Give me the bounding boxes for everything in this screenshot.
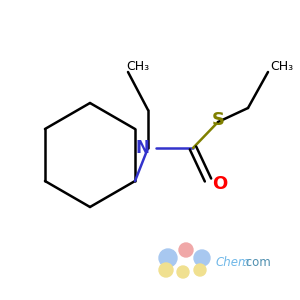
Circle shape bbox=[179, 243, 193, 257]
Text: S: S bbox=[212, 111, 224, 129]
Circle shape bbox=[159, 249, 177, 267]
Text: CH₃: CH₃ bbox=[126, 61, 150, 74]
Text: Chem: Chem bbox=[215, 256, 250, 268]
Text: .com: .com bbox=[243, 256, 272, 268]
Circle shape bbox=[194, 250, 210, 266]
Circle shape bbox=[159, 263, 173, 277]
Text: CH₃: CH₃ bbox=[270, 61, 294, 74]
Text: N: N bbox=[135, 139, 149, 157]
Circle shape bbox=[194, 264, 206, 276]
Circle shape bbox=[177, 266, 189, 278]
Text: O: O bbox=[212, 175, 228, 193]
